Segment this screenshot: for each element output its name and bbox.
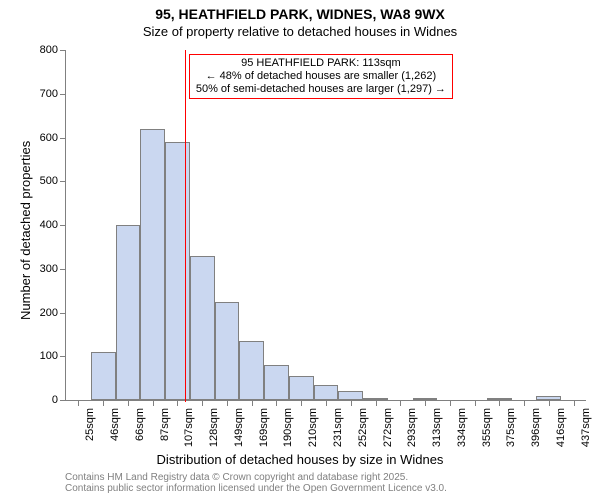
x-tick (475, 400, 476, 406)
bar (190, 256, 215, 400)
y-tick-label: 500 (40, 175, 66, 187)
x-tick (574, 400, 575, 406)
bar (165, 142, 190, 400)
x-tick-label: 334sqm (454, 400, 468, 447)
x-tick-label: 272sqm (380, 400, 394, 447)
x-tick-label: 252sqm (355, 400, 369, 447)
x-tick-label: 416sqm (553, 400, 567, 447)
y-axis-label: Number of detached properties (18, 141, 33, 320)
x-tick-label: 87sqm (157, 400, 171, 441)
bar (91, 352, 116, 400)
x-tick-label: 375sqm (503, 400, 517, 447)
x-tick (450, 400, 451, 406)
x-tick-label: 293sqm (404, 400, 418, 447)
bar (289, 376, 314, 400)
chart-container: 95, HEATHFIELD PARK, WIDNES, WA8 9WX Siz… (0, 0, 600, 500)
x-tick (153, 400, 154, 406)
attribution: Contains HM Land Registry data © Crown c… (65, 472, 447, 494)
x-tick (301, 400, 302, 406)
attribution-line2: Contains public sector information licen… (65, 483, 447, 494)
y-tick-label: 200 (40, 307, 66, 319)
x-tick (128, 400, 129, 406)
y-tick-label: 600 (40, 132, 66, 144)
x-tick (351, 400, 352, 406)
x-tick-label: 128sqm (206, 400, 220, 447)
x-tick-label: 231sqm (330, 400, 344, 447)
x-tick-label: 313sqm (429, 400, 443, 447)
annotation-line3: 50% of semi-detached houses are larger (… (196, 83, 446, 96)
y-tick-label: 100 (40, 350, 66, 362)
bar (140, 129, 165, 400)
marker-line (185, 50, 186, 402)
x-tick (499, 400, 500, 406)
y-tick-label: 400 (40, 219, 66, 231)
annotation-line1: 95 HEATHFIELD PARK: 113sqm (196, 57, 446, 70)
x-tick (103, 400, 104, 406)
x-tick-label: 396sqm (528, 400, 542, 447)
x-tick-label: 437sqm (578, 400, 592, 447)
x-tick-label: 210sqm (305, 400, 319, 447)
y-tick-label: 800 (40, 44, 66, 56)
x-tick-label: 25sqm (82, 400, 96, 441)
x-tick (425, 400, 426, 406)
x-tick (524, 400, 525, 406)
y-tick-label: 300 (40, 263, 66, 275)
plot-area: 95 HEATHFIELD PARK: 113sqm ← 48% of deta… (65, 50, 586, 401)
bar (314, 385, 339, 400)
x-tick (549, 400, 550, 406)
x-axis-label: Distribution of detached houses by size … (0, 452, 600, 467)
x-tick-label: 355sqm (479, 400, 493, 447)
x-tick (227, 400, 228, 406)
x-tick (177, 400, 178, 406)
bar (116, 225, 141, 400)
x-tick-label: 190sqm (280, 400, 294, 447)
bar (338, 391, 363, 400)
x-tick (252, 400, 253, 406)
x-tick-label: 169sqm (256, 400, 270, 447)
y-tick-label: 700 (40, 88, 66, 100)
y-tick-label: 0 (52, 394, 66, 406)
x-tick (376, 400, 377, 406)
bar (264, 365, 289, 400)
annotation-box: 95 HEATHFIELD PARK: 113sqm ← 48% of deta… (189, 54, 453, 100)
x-tick (326, 400, 327, 406)
x-tick (202, 400, 203, 406)
x-tick-label: 66sqm (132, 400, 146, 441)
x-tick-label: 149sqm (231, 400, 245, 447)
x-tick-label: 107sqm (181, 400, 195, 447)
x-tick (276, 400, 277, 406)
annotation-line2: ← 48% of detached houses are smaller (1,… (196, 70, 446, 83)
bar (239, 341, 264, 400)
x-tick (78, 400, 79, 406)
x-tick (400, 400, 401, 406)
chart-title: 95, HEATHFIELD PARK, WIDNES, WA8 9WX (0, 6, 600, 22)
x-tick-label: 46sqm (107, 400, 121, 441)
bar (215, 302, 240, 400)
attribution-line1: Contains HM Land Registry data © Crown c… (65, 472, 447, 483)
chart-subtitle: Size of property relative to detached ho… (0, 24, 600, 39)
